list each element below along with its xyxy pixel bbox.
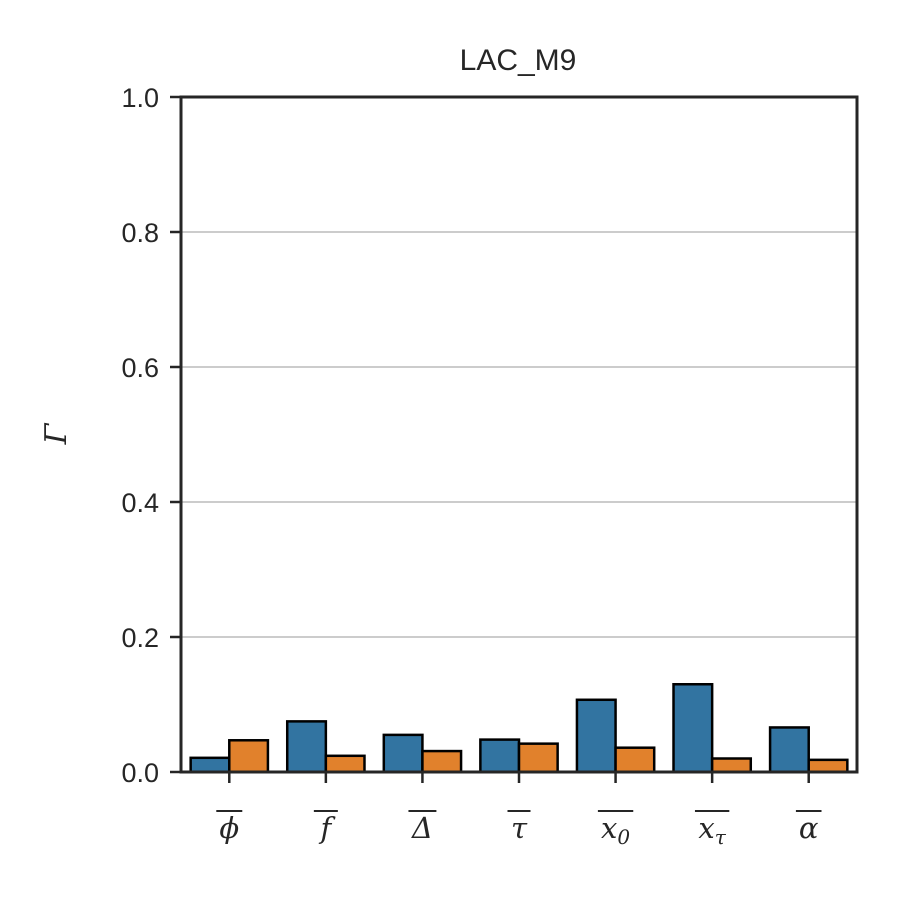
x-tick-label-text: ϕ (219, 811, 239, 845)
bar (189, 756, 231, 774)
bar (285, 720, 328, 774)
y-tick-label: 0.6 (121, 353, 159, 383)
bar (672, 683, 714, 774)
y-tick-label: 0.0 (121, 758, 159, 788)
bar (768, 726, 810, 774)
bar (324, 754, 366, 774)
y-tick-label: 0.8 (121, 218, 159, 248)
bar (575, 698, 617, 774)
bar (614, 746, 656, 774)
bar (807, 758, 849, 774)
y-tick-label: 0.4 (121, 488, 159, 518)
x-tick-label-text: τ (511, 811, 528, 845)
bar (228, 739, 270, 774)
x-tick-label: α (795, 810, 822, 845)
y-tick-label: 1.0 (121, 83, 159, 113)
x-tick-label: Δ (408, 810, 437, 845)
bars (189, 683, 849, 774)
bar (710, 757, 753, 774)
x-tick-label-subscript: τ (715, 825, 727, 849)
x-tick-label-subscript: 0 (617, 825, 630, 849)
x-tick-label: ϕ (216, 810, 243, 845)
y-axis-label: Γ (39, 422, 74, 445)
bar (479, 738, 521, 774)
x-tick-label-text: α (799, 811, 819, 845)
bar (382, 733, 424, 774)
y-tick-label: 0.2 (121, 623, 159, 653)
bar (421, 749, 463, 774)
chart-title: LAC_M9 (460, 44, 577, 77)
gridlines (181, 231, 857, 638)
x-tick-label-text: Δ (411, 811, 433, 845)
x-tick-label: τ (507, 810, 531, 845)
bar (517, 742, 559, 774)
